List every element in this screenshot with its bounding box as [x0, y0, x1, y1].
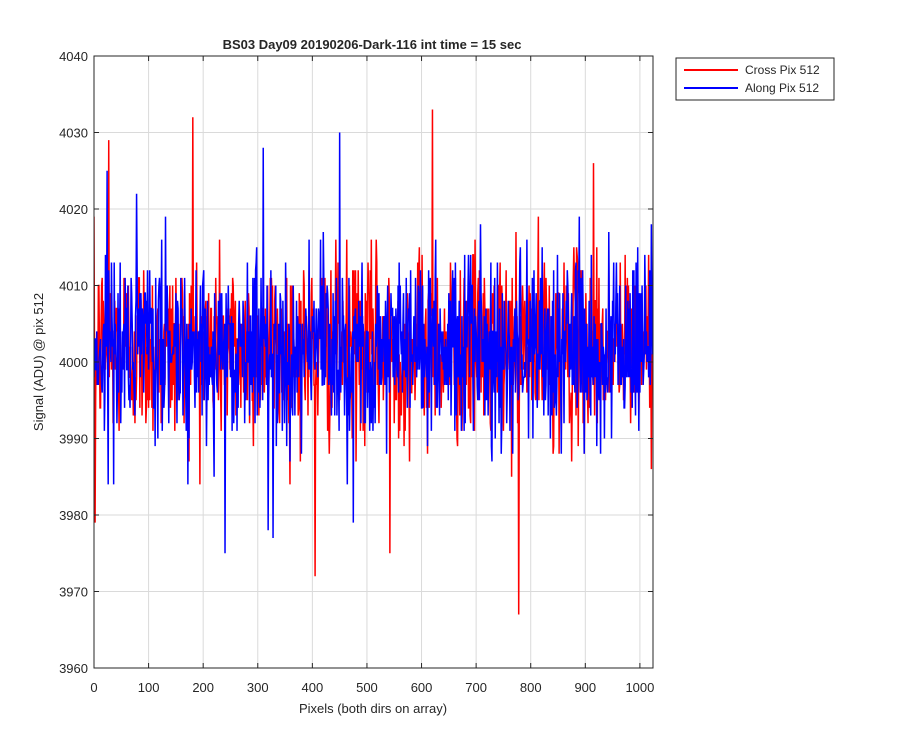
- y-tick-label: 3980: [59, 508, 88, 523]
- y-tick-label: 4040: [59, 49, 88, 64]
- x-tick-label: 300: [247, 680, 269, 695]
- x-tick-label: 1000: [625, 680, 654, 695]
- x-tick-label: 600: [411, 680, 433, 695]
- x-tick-label: 900: [574, 680, 596, 695]
- y-tick-label: 4010: [59, 279, 88, 294]
- series-line-along: [94, 132, 653, 554]
- y-tick-label: 3970: [59, 585, 88, 600]
- legend: Cross Pix 512 Along Pix 512: [675, 57, 835, 101]
- y-tick-label: 4000: [59, 355, 88, 370]
- chart-title: BS03 Day09 20190206-Dark-116 int time = …: [223, 37, 522, 52]
- ticks: 0 100 200 300 400 500 600 700 800 900 1000 3960 3970…: [59, 49, 654, 695]
- x-tick-label: 200: [192, 680, 214, 695]
- x-tick-label: 100: [138, 680, 160, 695]
- x-axis-label: Pixels (both dirs on array): [299, 701, 447, 716]
- x-tick-label: 0: [90, 680, 97, 695]
- x-tick-label: 700: [465, 680, 487, 695]
- y-axis-label: Signal (ADU) @ pix 512: [31, 293, 46, 431]
- x-tick-label: 500: [356, 680, 378, 695]
- plot-lines: [94, 109, 653, 615]
- y-tick-label: 3960: [59, 661, 88, 676]
- y-tick-label: 4020: [59, 202, 88, 217]
- x-tick-label: 400: [302, 680, 324, 695]
- y-tick-label: 3990: [59, 432, 88, 447]
- legend-label-along: Along Pix 512: [745, 81, 819, 95]
- legend-box: [675, 57, 835, 101]
- y-tick-label: 4030: [59, 126, 88, 141]
- x-tick-label: 800: [520, 680, 542, 695]
- legend-label-cross: Cross Pix 512: [745, 63, 820, 77]
